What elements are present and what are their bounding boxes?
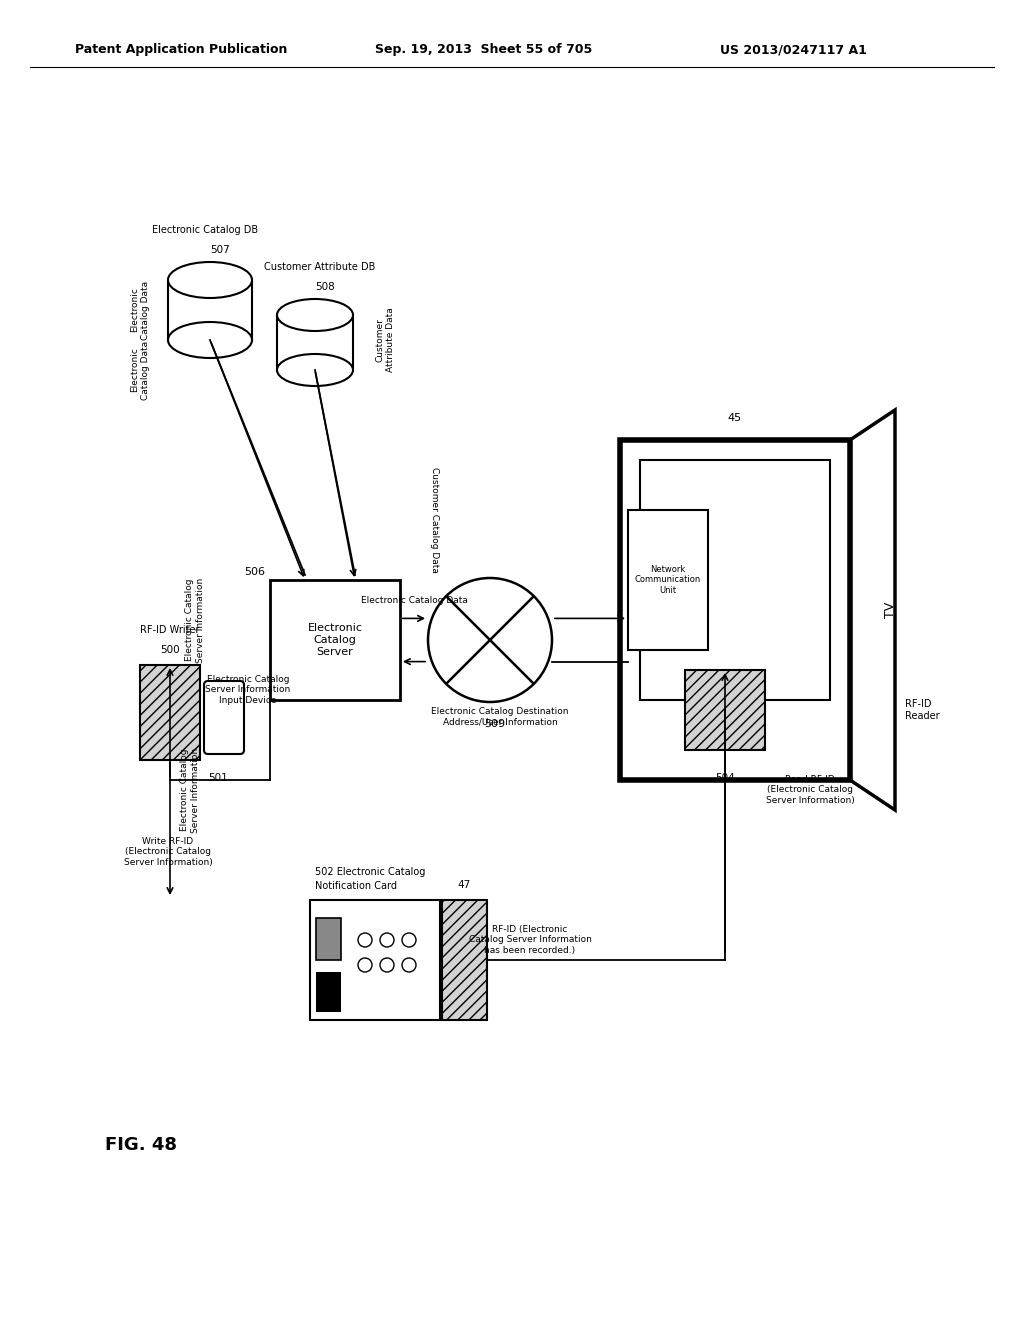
Bar [310,900,440,1020]
Text: US 2013/0247117 A1: US 2013/0247117 A1 [720,44,867,57]
Circle shape [380,933,394,946]
Text: RF-ID (Electronic
Catalog Server Information
has been recorded.): RF-ID (Electronic Catalog Server Informa… [469,925,592,954]
Text: RF-ID
Reader: RF-ID Reader [905,700,940,721]
Text: Customer
Attribute Data: Customer Attribute Data [376,308,394,372]
Text: Electronic Catalog Data: Electronic Catalog Data [360,595,467,605]
Text: Electronic
Catalog Data: Electronic Catalog Data [130,280,150,339]
Text: Electronic Catalog Destination
Address/User Information: Electronic Catalog Destination Address/U… [431,708,568,726]
Ellipse shape [168,322,252,358]
Text: Electronic Catalog
Server Information: Electronic Catalog Server Information [185,577,205,663]
Text: Write RF-ID
(Electronic Catalog
Server Information): Write RF-ID (Electronic Catalog Server I… [124,837,212,867]
Circle shape [358,933,372,946]
Ellipse shape [278,300,353,331]
Bar [140,665,200,760]
Bar [685,671,765,750]
Text: Notification Card: Notification Card [315,880,397,891]
Text: 500: 500 [160,645,180,655]
Text: 45: 45 [728,413,742,422]
Text: RF-ID Writer: RF-ID Writer [140,624,200,635]
Text: Customer Catalog Data: Customer Catalog Data [430,467,439,573]
Bar [442,900,487,1020]
Bar [620,440,850,780]
FancyBboxPatch shape [204,681,244,754]
Text: Electronic Catalog DB: Electronic Catalog DB [152,224,258,235]
Text: Electronic
Catalog Data: Electronic Catalog Data [130,341,150,400]
Text: 502 Electronic Catalog: 502 Electronic Catalog [315,867,425,876]
Bar [270,579,400,700]
Circle shape [428,578,552,702]
Text: 509: 509 [484,719,506,729]
Text: 47: 47 [458,880,471,890]
Circle shape [358,958,372,972]
Text: FIG. 48: FIG. 48 [105,1137,177,1154]
Bar [628,510,708,649]
Circle shape [380,958,394,972]
Text: 501: 501 [208,774,227,783]
Text: Patent Application Publication: Patent Application Publication [75,44,288,57]
Text: Read RF-ID
(Electronic Catalog
Server Information): Read RF-ID (Electronic Catalog Server In… [766,775,854,805]
Text: Electronic Catalog
Server Information
Input Device: Electronic Catalog Server Information In… [206,675,291,705]
Text: 508: 508 [315,282,335,292]
Text: 504: 504 [715,774,735,783]
Text: 506: 506 [244,568,265,577]
Circle shape [402,958,416,972]
Ellipse shape [278,354,353,385]
Text: TV: TV [884,602,896,618]
Circle shape [402,933,416,946]
Polygon shape [850,411,895,810]
Text: 507: 507 [210,246,229,255]
Bar [640,459,830,700]
Bar [316,917,341,960]
Text: Electronic Catalog
Server Information: Electronic Catalog Server Information [180,747,200,833]
Ellipse shape [168,261,252,298]
Text: Electronic
Catalog
Server: Electronic Catalog Server [307,623,362,656]
Text: Customer Attribute DB: Customer Attribute DB [264,261,376,272]
Text: Network
Communication
Unit: Network Communication Unit [635,565,701,595]
Text: Sep. 19, 2013  Sheet 55 of 705: Sep. 19, 2013 Sheet 55 of 705 [375,44,592,57]
Bar [316,972,341,1012]
